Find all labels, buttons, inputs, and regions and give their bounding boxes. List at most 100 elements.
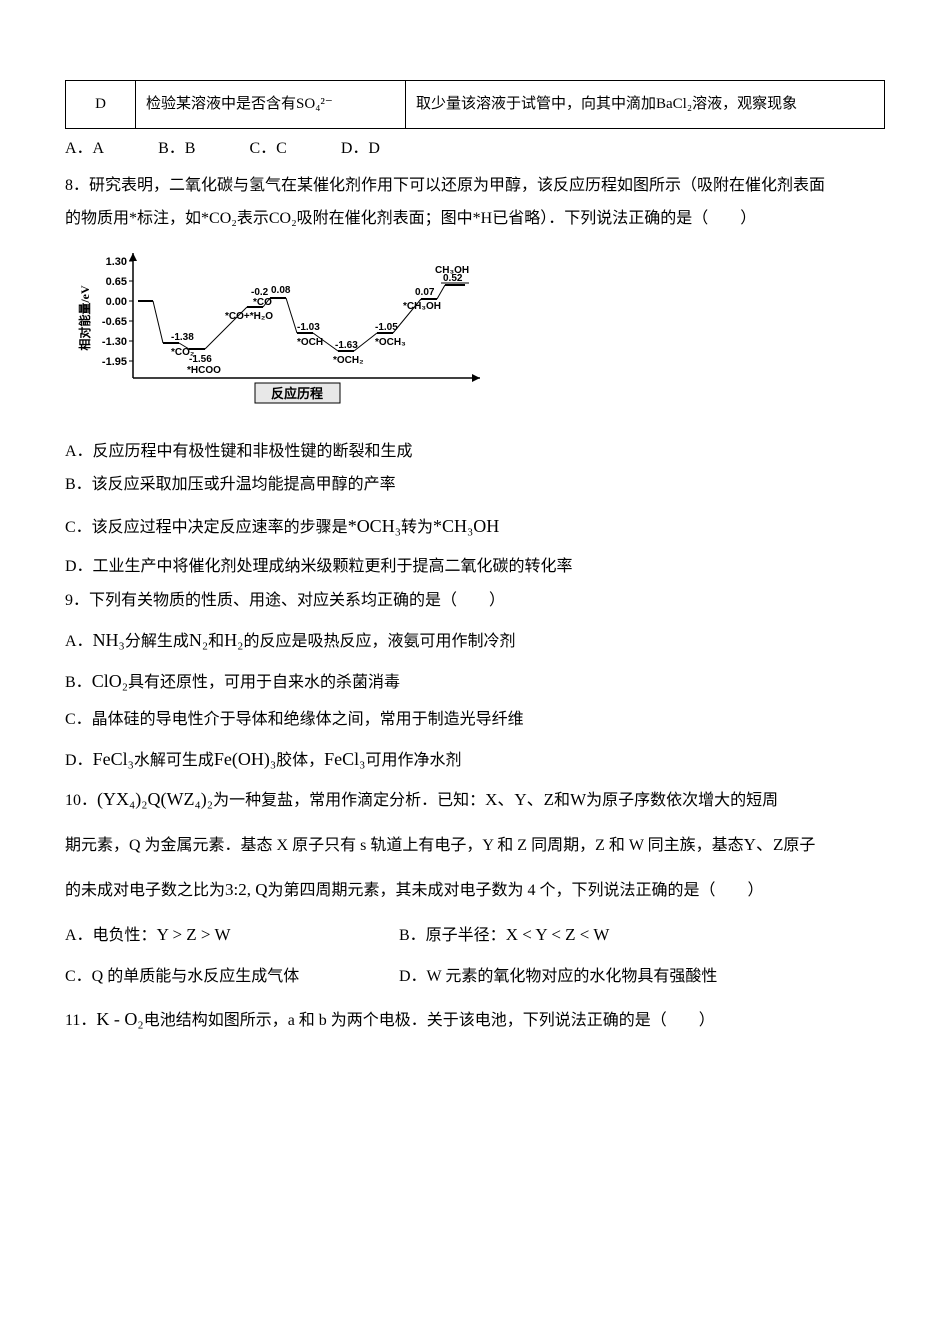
- text: 为第四周期元素，其未成对电子数为 4 个，下列说法正确的是（ ）: [268, 882, 764, 899]
- svg-text:*HCOO: *HCOO: [187, 365, 221, 376]
- cell-operation: 取少量该溶液于试管中，向其中滴加BaCl₂溶液，观察现象: [406, 81, 885, 129]
- q8-d: D．工业生产中将催化剂处理成纳米级颗粒更利于提高二氧化碳的转化率: [65, 553, 885, 582]
- text: 原子: [783, 837, 815, 854]
- formula: ClO₂: [92, 671, 128, 691]
- text: C．该反应过程中决定反应速率的步骤是: [65, 519, 348, 536]
- q8-b: B．该反应采取加压或升温均能提高甲醇的产率: [65, 471, 885, 500]
- svg-text:CH₃OH: CH₃OH: [435, 265, 469, 276]
- svg-text:0.00: 0.00: [106, 296, 127, 308]
- formula: *CO₂: [201, 210, 237, 227]
- formula: *H: [473, 210, 493, 227]
- formula: NH₃: [93, 630, 125, 650]
- table-row: D 检验某溶液中是否含有SO₄²⁻ 取少量该溶液于试管中，向其中滴加BaCl₂溶…: [65, 80, 885, 129]
- text: 为原子序数依次增大的短周: [586, 792, 778, 809]
- q9-a: A．NH₃分解生成N₂和H₂的反应是吸热反应，液氨可用作制冷剂: [65, 624, 885, 657]
- formula: *CH₃OH: [433, 516, 499, 536]
- q10-d: D．W 元素的氧化物对应的水化物具有强酸性: [399, 968, 717, 985]
- text: 期元素，Q 为金属元素．基态 X 原子只有 s 轨道上有电子，Y 和 Z 同周期…: [65, 837, 744, 854]
- choice-a: A．A: [65, 135, 104, 164]
- text: 和: [208, 633, 224, 650]
- formula: CO₂: [269, 210, 297, 227]
- formula-bacl2: BaCl₂: [656, 96, 692, 112]
- svg-text:*CO: *CO: [253, 297, 272, 308]
- q9-c: C．晶体硅的导电性介于导体和绝缘体之间，常用于制造光导纤维: [65, 706, 885, 735]
- formula: (YX₄)₂Q(WZ₄)₂: [97, 789, 213, 809]
- svg-text:-1.30: -1.30: [102, 336, 127, 348]
- text: 转为: [401, 519, 433, 536]
- cell-D: D: [66, 81, 136, 129]
- formula: Fe(OH)₃: [214, 749, 276, 769]
- q7-choices: A．A B．B C．C D．D: [65, 135, 885, 164]
- text: 为一种复盐，常用作滴定分析．已知：: [213, 792, 485, 809]
- text: 11．: [65, 1012, 96, 1029]
- q8: 8．研究表明，二氧化碳与氢气在某催化剂作用下可以还原为甲醇，该反应历程如图所示（…: [65, 172, 885, 582]
- chart-wrap: 1.30 0.65 0.00 -0.65 -1.30 -1.95 相对能量/eV: [75, 243, 885, 424]
- formula: Y > Z > W: [157, 925, 231, 944]
- q10-c: C．Q 的单质能与水反应生成气体: [65, 963, 395, 992]
- q10-cd: C．Q 的单质能与水反应生成气体 D．W 元素的氧化物对应的水化物具有强酸性: [65, 963, 885, 992]
- text: 吸附在催化剂表面；图中: [297, 210, 473, 227]
- choice-c: C．C: [249, 135, 286, 164]
- formula: W: [570, 790, 586, 809]
- text: B．原子半径：: [399, 927, 506, 944]
- q11: 11．K - O₂电池结构如图所示，a 和 b 为两个电极．关于该电池，下列说法…: [65, 1003, 885, 1036]
- reaction-profile-chart: 1.30 0.65 0.00 -0.65 -1.30 -1.95 相对能量/eV: [75, 243, 495, 413]
- text: A．电负性：: [65, 927, 157, 944]
- q8-stem1: 8．研究表明，二氧化碳与氢气在某催化剂作用下可以还原为甲醇，该反应历程如图所示（…: [65, 172, 885, 201]
- choice-b: B．B: [158, 135, 195, 164]
- q10-l2: 期元素，Q 为金属元素．基态 X 原子只有 s 轨道上有电子，Y 和 Z 同周期…: [65, 830, 885, 861]
- text: 检验某溶液中是否含有: [146, 96, 296, 112]
- formula: N₂: [189, 630, 208, 650]
- text: 的物质用*标注，如: [65, 210, 201, 227]
- svg-text:*CH₃OH: *CH₃OH: [403, 301, 441, 312]
- q8-stem2: 的物质用*标注，如*CO₂表示CO₂吸附在催化剂表面；图中*H已省略）．下列说法…: [65, 205, 885, 234]
- svg-text:-1.95: -1.95: [102, 356, 127, 368]
- text: 的未成对电子数之比为: [65, 882, 225, 899]
- svg-text:-0.65: -0.65: [102, 316, 127, 328]
- text: 具有还原性，可用于自来水的杀菌消毒: [128, 674, 400, 691]
- text: 分解生成: [125, 633, 189, 650]
- text: 溶液，观察现象: [692, 96, 797, 112]
- formula: Y、Z: [744, 835, 784, 854]
- svg-text:*OCH: *OCH: [297, 337, 323, 348]
- q11-stem: 11．K - O₂电池结构如图所示，a 和 b 为两个电极．关于该电池，下列说法…: [65, 1003, 885, 1036]
- formula: H₂: [224, 630, 243, 650]
- svg-text:*CO+*H₂O: *CO+*H₂O: [225, 311, 273, 322]
- y-label: 相对能量/eV: [77, 285, 92, 351]
- text: A．: [65, 633, 93, 650]
- q10: 10．(YX₄)₂Q(WZ₄)₂为一种复盐，常用作滴定分析．已知：X、Y、Z和W…: [65, 783, 885, 991]
- svg-text:-1.03: -1.03: [297, 322, 320, 333]
- svg-text:-1.05: -1.05: [375, 322, 398, 333]
- svg-text:-1.38: -1.38: [171, 332, 194, 343]
- text: D．: [65, 752, 93, 769]
- chart-frame: 1.30 0.65 0.00 -0.65 -1.30 -1.95 相对能量/eV: [75, 243, 495, 413]
- formula: FeCl₃: [324, 749, 365, 769]
- q8-c: C．该反应过程中决定反应速率的步骤是*OCH₃转为*CH₃OH: [65, 510, 885, 543]
- svg-text:-1.56: -1.56: [189, 354, 212, 365]
- text: 已省略）．下列说法正确的是（ ）: [492, 210, 756, 227]
- q10-l3: 的未成对电子数之比为3:2, Q为第四周期元素，其未成对电子数为 4 个，下列说…: [65, 875, 885, 906]
- text: 取少量该溶液于试管中，向其中滴加: [416, 96, 656, 112]
- q9-d: D．FeCl₃水解可生成Fe(OH)₃胶体，FeCl₃可用作净水剂: [65, 743, 885, 776]
- svg-text:-1.63: -1.63: [335, 340, 358, 351]
- text: 胶体，: [276, 752, 324, 769]
- text: 的反应是吸热反应，液氨可用作制冷剂: [243, 633, 515, 650]
- text: 电池结构如图所示，a 和 b 为两个电极．关于该电池，下列说法正确的是（ ）: [144, 1012, 715, 1029]
- formula: *OCH₃: [348, 516, 401, 536]
- x-label: 反应历程: [271, 386, 323, 401]
- text: 10．: [65, 792, 97, 809]
- q10-ab: A．电负性：Y > Z > W B．原子半径：X < Y < Z < W: [65, 920, 885, 951]
- text: 和: [554, 792, 570, 809]
- svg-text:0.08: 0.08: [271, 285, 291, 296]
- text: 表示: [237, 210, 269, 227]
- q8-a: A．反应历程中有极性键和非极性键的断裂和生成: [65, 438, 885, 467]
- svg-text:0.65: 0.65: [106, 276, 127, 288]
- q9: 9．下列有关物质的性质、用途、对应关系均正确的是（ ） A．NH₃分解生成N₂和…: [65, 587, 885, 775]
- cell-purpose: 检验某溶液中是否含有SO₄²⁻: [136, 81, 406, 129]
- text: 可用作净水剂: [365, 752, 461, 769]
- svg-text:0.07: 0.07: [415, 287, 435, 298]
- formula-so4: SO₄²⁻: [296, 96, 333, 112]
- choice-d: D．D: [341, 135, 380, 164]
- formula: 3:2, Q: [225, 880, 268, 899]
- formula: FeCl₃: [93, 749, 134, 769]
